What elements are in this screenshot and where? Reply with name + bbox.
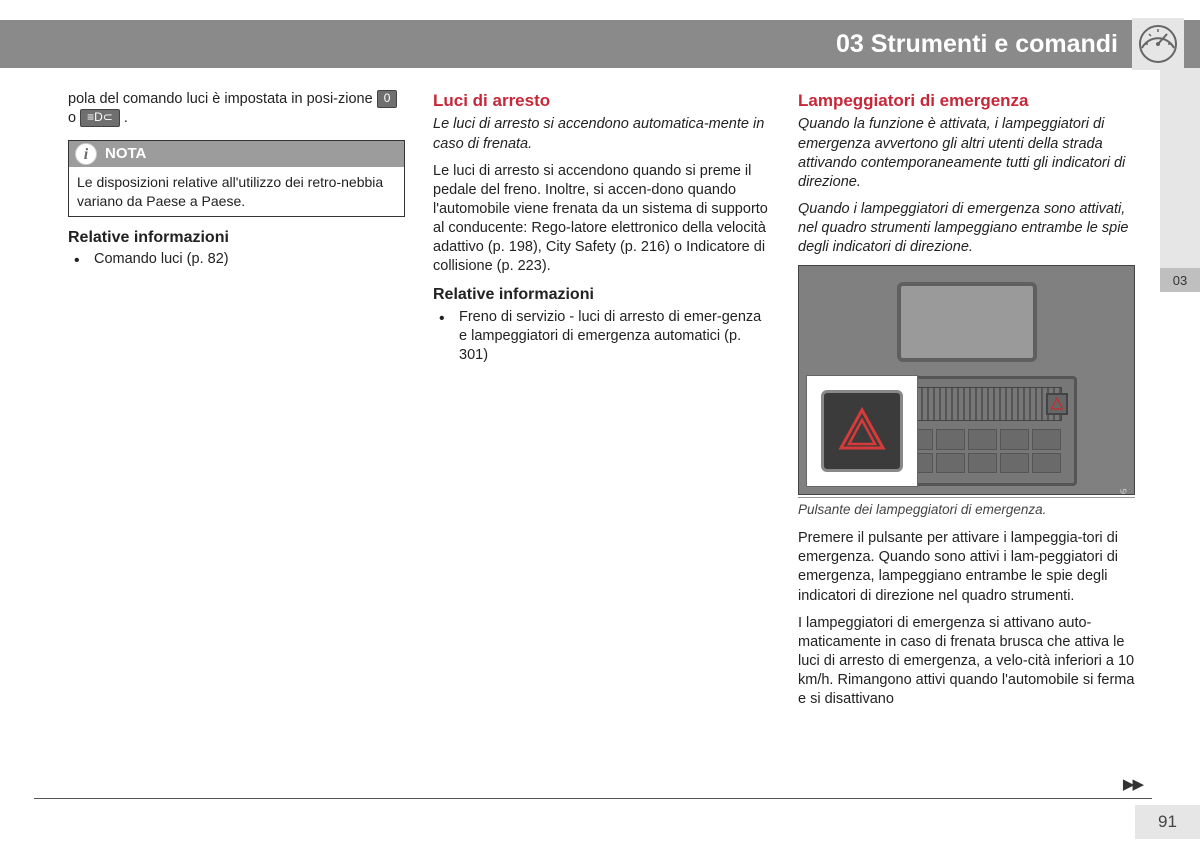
info-icon: i xyxy=(75,143,97,165)
body-para: Premere il pulsante per attivare i lampe… xyxy=(798,529,1135,606)
image-code: G043495 xyxy=(1119,488,1130,495)
related-info-list: Freno di servizio - luci di arresto di e… xyxy=(433,308,770,365)
page-number: 91 xyxy=(1135,805,1200,839)
intro-text: Quando la funzione è attivata, i lampegg… xyxy=(798,115,1135,192)
page-header: 03 Strumenti e comandi xyxy=(0,20,1200,68)
text-fragment: . xyxy=(124,110,128,126)
text-fragment: o xyxy=(68,110,80,126)
section-heading: Luci di arresto xyxy=(433,90,770,112)
list-item: Freno di servizio - luci di arresto di e… xyxy=(433,308,770,365)
note-body: Le disposizioni relative all'utilizzo de… xyxy=(69,167,404,216)
hazard-button-figure: G043495 xyxy=(798,265,1135,495)
related-info-heading: Relative informazioni xyxy=(68,227,405,248)
intro-text: Le luci di arresto si accendono automati… xyxy=(433,115,770,153)
header-title: 03 Strumenti e comandi xyxy=(836,30,1118,59)
position-0-icon: 0 xyxy=(377,90,398,108)
gauge-icon xyxy=(1132,18,1184,70)
list-item: Comando luci (p. 82) xyxy=(68,250,405,269)
note-header: i NOTA xyxy=(69,141,404,167)
related-info-heading: Relative informazioni xyxy=(433,284,770,305)
col1-top-para: pola del comando luci è impostata in pos… xyxy=(68,90,405,128)
column-1: pola del comando luci è impostata in pos… xyxy=(68,90,405,717)
body-para-2: I lampeggiatori di emergenza si attivano… xyxy=(798,614,1135,710)
column-3: Lampeggiatori di emergenza Quando la fun… xyxy=(798,90,1135,717)
note-box: i NOTA Le disposizioni relative all'util… xyxy=(68,140,405,217)
text-fragment: pola del comando luci è impostata in pos… xyxy=(68,91,377,107)
related-info-list: Comando luci (p. 82) xyxy=(68,250,405,269)
footer-rule xyxy=(34,798,1152,799)
callout-zoom xyxy=(807,376,917,486)
content-columns: pola del comando luci è impostata in pos… xyxy=(68,90,1135,717)
continue-icon: ▶▶ xyxy=(1123,775,1142,793)
column-2: Luci di arresto Le luci di arresto si ac… xyxy=(433,90,770,717)
dashboard-screen xyxy=(897,282,1037,362)
section-heading: Lampeggiatori di emergenza xyxy=(798,90,1135,112)
section-tab: 03 xyxy=(1160,268,1200,292)
figure-caption: Pulsante dei lampeggiatori di emergenza. xyxy=(798,497,1135,519)
hazard-button-small xyxy=(1046,393,1068,415)
hazard-button-zoom xyxy=(821,390,903,472)
headlamp-icon: ≡D⊂ xyxy=(80,109,120,127)
intro-text-2: Quando i lampeggiatori di emergenza sono… xyxy=(798,200,1135,257)
note-label: NOTA xyxy=(105,144,146,164)
body-para: Le luci di arresto si accendono quando s… xyxy=(433,162,770,277)
